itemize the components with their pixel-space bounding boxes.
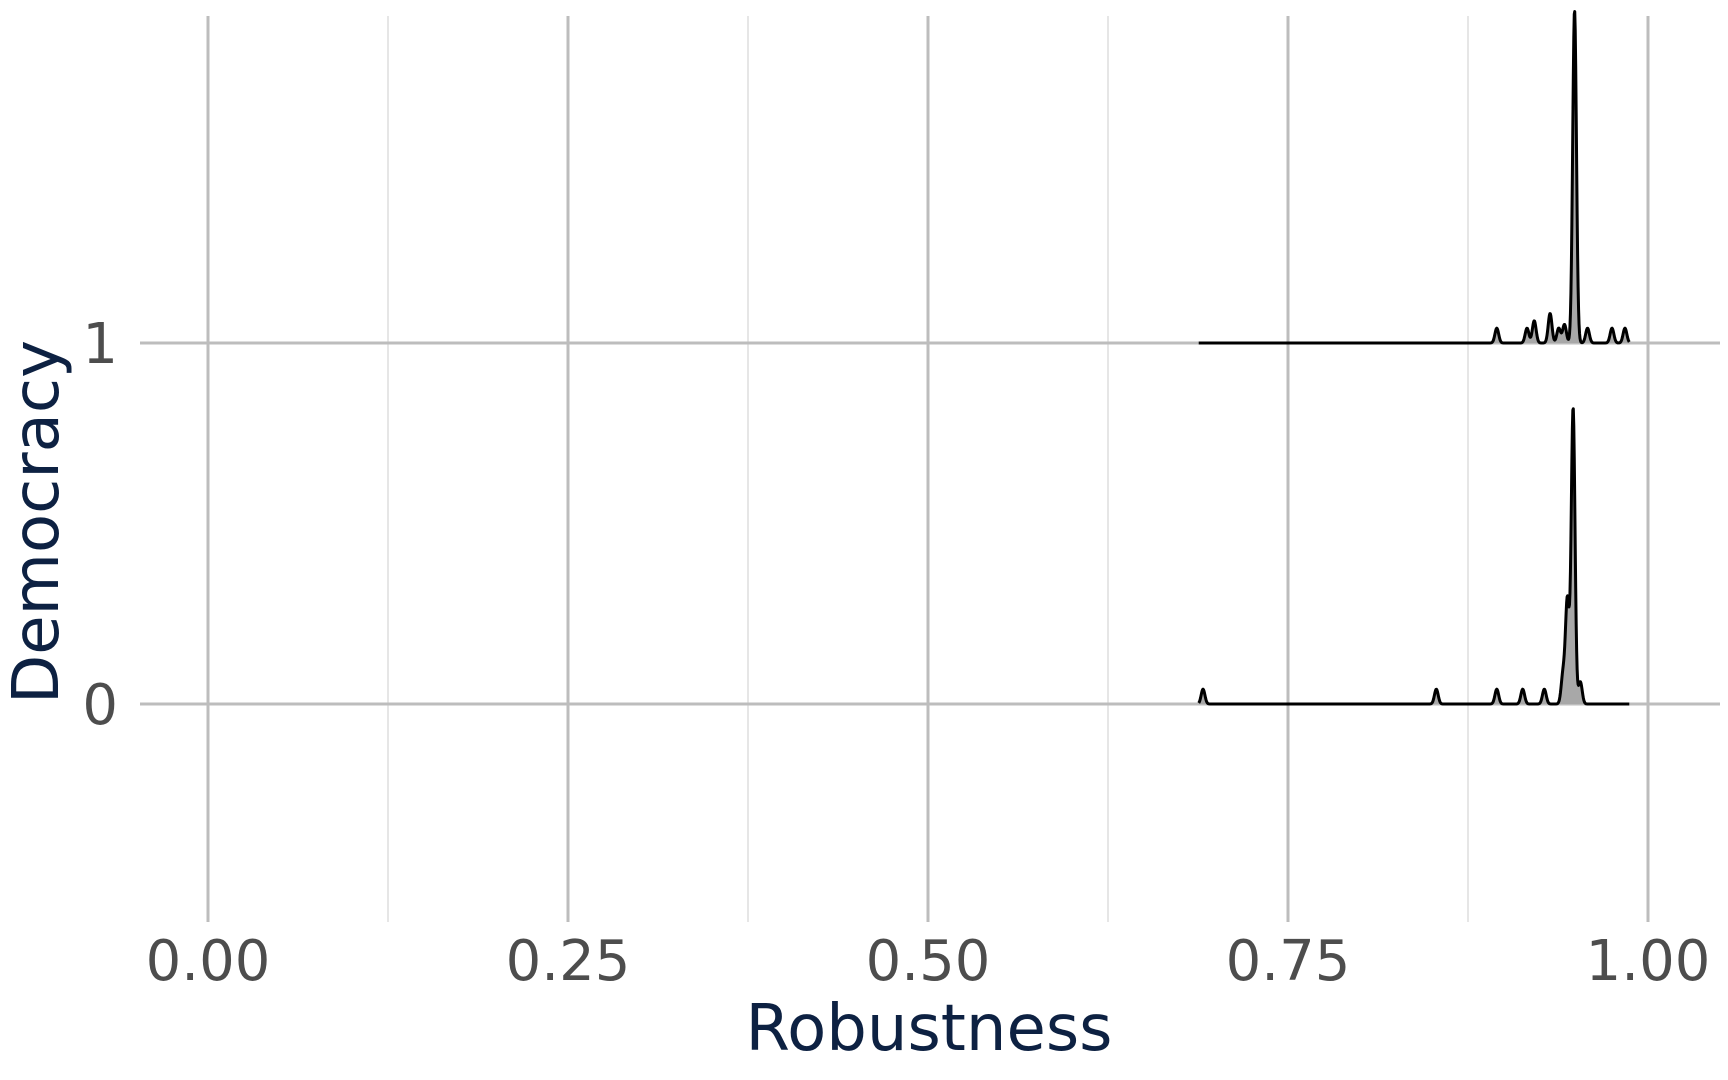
x-tick-label: 0.50 — [866, 929, 991, 994]
y-tick-label: 1 — [82, 312, 118, 377]
y-tick-labels: 01 — [82, 312, 118, 738]
x-tick-label: 1.00 — [1586, 929, 1711, 994]
x-axis-title: Robustness — [746, 992, 1113, 1066]
x-tick-label: 0.00 — [146, 929, 271, 994]
x-tick-labels: 0.00 0.25 0.50 0.75 1.00 — [146, 929, 1711, 994]
ridge-line-0 — [1197, 407, 1631, 706]
y-tick-label: 0 — [82, 673, 118, 738]
ridge-area-1 — [1198, 11, 1630, 344]
x-tick-label: 0.25 — [506, 929, 631, 994]
x-tick-label: 0.75 — [1226, 929, 1351, 994]
y-axis-title: Democracy — [0, 340, 74, 704]
ridges — [1197, 10, 1631, 706]
ridge-line-1 — [1197, 10, 1631, 345]
grid-lines — [140, 16, 1720, 922]
